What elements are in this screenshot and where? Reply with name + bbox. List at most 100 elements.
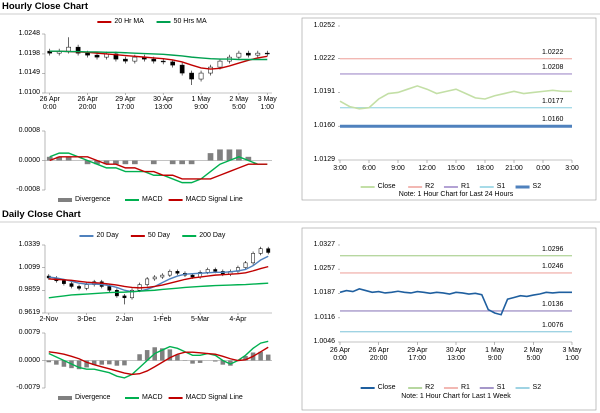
legend-label: Divergence [75, 196, 111, 203]
x-tick-label: 2-Nov [39, 316, 59, 323]
y-tick-label: 0.9859 [18, 286, 40, 294]
legend-label: 200 Day [199, 232, 226, 239]
bar [122, 160, 129, 165]
bar [265, 354, 271, 361]
y-tick-label: 0.0079 [18, 329, 40, 336]
note: Note: 1 Hour Chart for Last 1 Week [401, 393, 511, 400]
x-tick-label: 3:00 [565, 165, 579, 172]
candle-body [75, 46, 81, 54]
level-label: 1.0076 [542, 321, 564, 329]
candle-body [258, 248, 263, 254]
legend-label: S1 [496, 183, 506, 190]
level-label: 1.0136 [542, 300, 564, 308]
bar [144, 350, 150, 361]
candle-body [189, 72, 194, 80]
candle-body [236, 52, 242, 58]
legend-label: MACD [142, 196, 163, 203]
panel-frame [301, 17, 597, 201]
y-tick-label: 1.0327 [313, 241, 335, 248]
section-title: Hourly Close Chart [2, 1, 89, 12]
candle-body [266, 248, 271, 253]
level-label: 1.0160 [542, 116, 564, 124]
legend-label: R2 [425, 183, 435, 190]
bar [243, 355, 248, 361]
candle-body [160, 60, 166, 63]
x-tick-label: 30 Apr 13:00 [153, 96, 174, 111]
y-tick-label: 0.0000 [18, 156, 40, 164]
x-tick-label: 26 Apr 20:00 [368, 347, 389, 362]
candle-body [122, 295, 127, 299]
y-tick-label: 1.0248 [18, 30, 40, 37]
x-tick-label: 21:00 [505, 165, 523, 172]
y-tick-label: 1.0252 [313, 22, 335, 29]
candle-body [213, 269, 218, 272]
level-label: 1.0222 [542, 48, 564, 56]
candle-body [107, 286, 112, 291]
level-label: 1.0208 [542, 63, 564, 71]
x-tick-label: 15:00 [447, 165, 465, 172]
legend-label: 20 Day [96, 232, 119, 239]
y-tick-label: 1.0129 [313, 156, 335, 163]
legend-label: MACD Signal Line [185, 196, 243, 203]
candle-body [246, 52, 251, 56]
x-tick-label: 26 Apr 0:00 [39, 96, 60, 111]
y-tick-label: 1.0160 [313, 122, 335, 130]
panel-frame [301, 227, 597, 411]
bar [91, 360, 97, 366]
bar [65, 156, 72, 161]
legend-label: MACD [142, 394, 163, 401]
y-tick-label: 1.0116 [314, 313, 335, 321]
bar [179, 160, 185, 165]
bar [122, 360, 127, 366]
y-tick-label: 0.9619 [18, 309, 40, 316]
x-tick-label: 4-Apr [229, 316, 247, 323]
y-tick-label: 1.0099 [18, 263, 40, 271]
candle-body [255, 52, 261, 56]
series-line [48, 346, 269, 376]
legend-label: R1 [460, 183, 470, 190]
candle-body [152, 276, 157, 280]
y-tick-label: 1.0198 [18, 49, 40, 57]
x-tick-label: 29 Apr 17:00 [407, 347, 428, 362]
legend-label: 20 Hr MA [114, 18, 144, 25]
candle-body [47, 50, 53, 54]
series-line [48, 282, 269, 299]
legend-swatch [58, 198, 72, 202]
legend-label: S2 [532, 384, 542, 391]
x-tick-label: 3:00 [333, 165, 347, 172]
candle-body [66, 46, 71, 52]
bar [167, 349, 173, 361]
series-line [48, 255, 269, 293]
legend-label: S2 [532, 183, 542, 190]
bar [54, 360, 59, 365]
candle-body [205, 269, 210, 273]
legend-label: R2 [425, 384, 435, 391]
bar [236, 149, 242, 161]
level-label: 1.0246 [542, 262, 564, 270]
y-tick-label: 0.0000 [18, 356, 40, 364]
legend-label: Close [377, 183, 396, 190]
y-tick-label: 1.0222 [313, 54, 335, 62]
candle-body [198, 72, 204, 80]
legend-label: 50 Day [147, 232, 171, 239]
candle-body [85, 52, 90, 56]
section-title: Daily Close Chart [2, 209, 81, 220]
x-tick-label: 2-Jan [115, 316, 134, 323]
candle-body [208, 66, 213, 74]
y-tick-label: 0.0008 [18, 127, 40, 134]
candle-body [62, 280, 66, 284]
x-tick-label: 2 May 5:00 [523, 347, 543, 362]
bar [150, 160, 157, 165]
y-tick-label: 1.0257 [313, 265, 335, 273]
candle-body [251, 253, 255, 264]
series-line [49, 152, 268, 184]
x-tick-label: 9:00 [391, 165, 405, 172]
bar [113, 160, 119, 165]
candle-body [145, 278, 150, 285]
series-line [339, 287, 572, 316]
y-tick-label: 1.0100 [18, 89, 40, 96]
x-tick-label: 3-Dec [77, 316, 96, 323]
x-tick-label: 6:00 [362, 165, 376, 172]
